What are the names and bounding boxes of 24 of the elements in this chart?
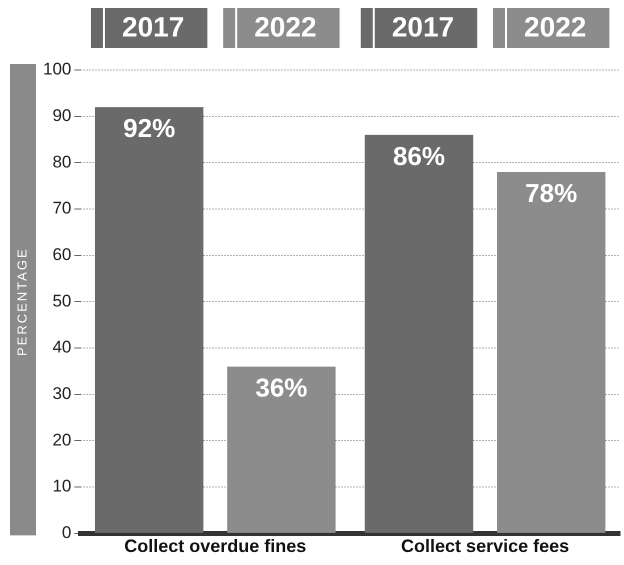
data-label: 78% [525, 178, 578, 208]
y-tick-label: 90 [52, 106, 72, 126]
y-tick-label: 70 [52, 198, 72, 218]
bar [496, 172, 606, 533]
y-axis-title: PERCENTAGE [14, 247, 30, 356]
x-tick-label: Collect overdue fines [124, 536, 306, 556]
y-tick-label: 40 [52, 338, 72, 357]
y-tick-label: 0 [62, 523, 72, 542]
text: 2017 [392, 12, 454, 43]
data-label: 86% [392, 141, 446, 172]
y-tick-label: 30 [52, 384, 72, 404]
text: 2022 [524, 12, 586, 43]
data-label: 36% [255, 372, 308, 403]
text: 2022 [254, 12, 317, 43]
y-tick-label: 100 [42, 60, 72, 79]
text: 2017 [122, 12, 184, 43]
y-tick-label: 60 [52, 245, 72, 264]
x-tick-label: Collect service fees [401, 536, 570, 556]
y-tick-label: 20 [52, 430, 72, 450]
y-tick-label: 50 [52, 291, 72, 310]
data-label: 92% [123, 113, 176, 144]
y-tick-label: 10 [52, 476, 72, 496]
bar [227, 366, 336, 533]
y-tick-label: 80 [52, 152, 72, 172]
